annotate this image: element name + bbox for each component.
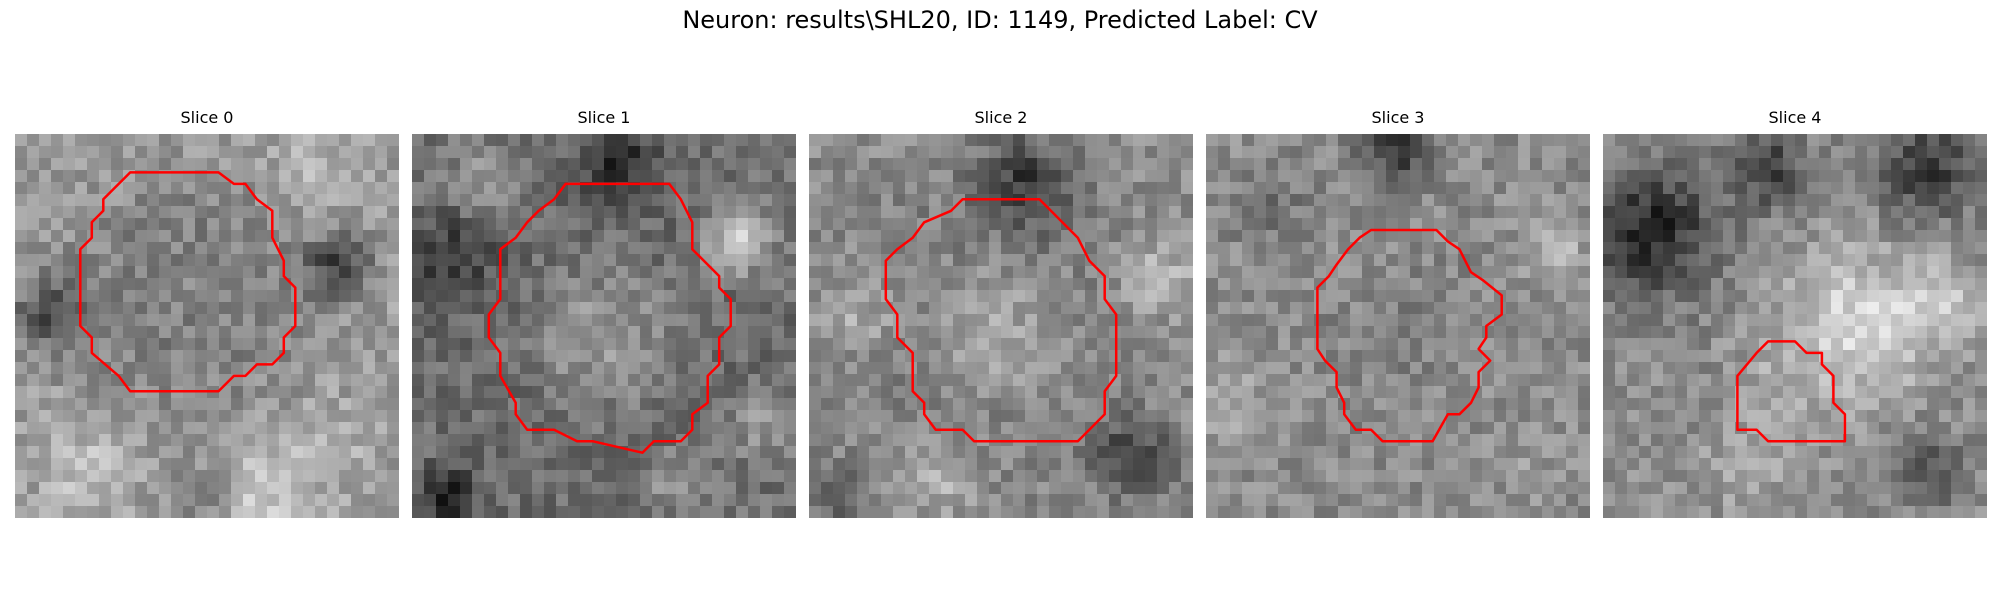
slice-title: Slice 4 [1768,108,1822,127]
slice-title: Slice 0 [180,108,234,127]
slice-panel-3: Slice 3 [1206,108,1590,518]
pixel-grid [15,134,399,518]
slice-title: Slice 2 [974,108,1028,127]
segmentation-contour [487,182,732,454]
pixel-grid [412,134,796,518]
pixel-grid [809,134,1193,518]
slice-title: Slice 1 [577,108,631,127]
slice-panel-2: Slice 2 [809,108,1193,518]
pixel-grid [1603,134,1987,518]
segmentation-contour [1316,228,1503,443]
slice-image [1206,134,1590,518]
slice-image [1603,134,1987,518]
segmentation-contour [79,171,297,393]
pixel-grid [1206,134,1590,518]
slice-image [809,134,1193,518]
slice-panel-0: Slice 0 [15,108,399,518]
segmentation-contour [1736,340,1847,443]
slice-panel-1: Slice 1 [412,108,796,518]
slice-panel-4: Slice 4 [1603,108,1987,518]
slice-image [412,134,796,518]
slice-title: Slice 3 [1371,108,1425,127]
segmentation-contour [884,198,1118,443]
slice-image [15,134,399,518]
figure-title: Neuron: results\SHL20, ID: 1149, Predict… [682,6,1318,34]
